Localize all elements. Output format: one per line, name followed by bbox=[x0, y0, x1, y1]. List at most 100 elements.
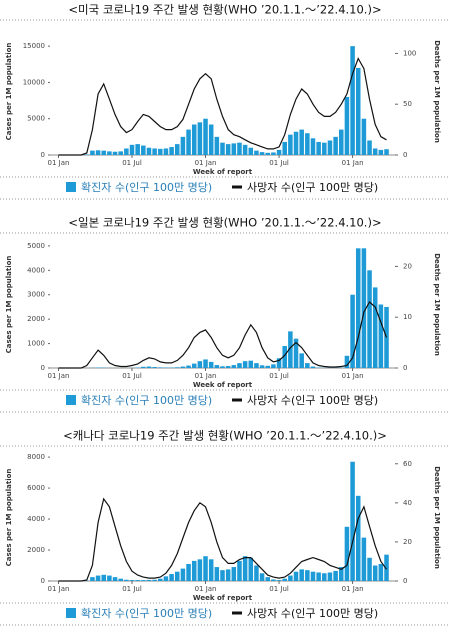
bar bbox=[163, 576, 169, 581]
bar bbox=[254, 150, 259, 155]
bar bbox=[276, 149, 282, 155]
x-tick-label: 01 Jul bbox=[122, 585, 142, 593]
bar bbox=[237, 363, 242, 368]
x-tick-label: 01 Jan bbox=[48, 159, 70, 167]
y-tick-label: 5000 bbox=[27, 242, 45, 250]
bar bbox=[146, 579, 152, 581]
y2-axis-title: Deaths per 1M population bbox=[433, 40, 441, 143]
bar bbox=[101, 150, 106, 155]
legend-swatch bbox=[232, 611, 242, 615]
y-tick-label: 6000 bbox=[27, 484, 45, 492]
bar bbox=[322, 573, 327, 581]
bar bbox=[305, 570, 310, 581]
bar bbox=[344, 355, 350, 368]
bar bbox=[265, 152, 271, 155]
bar bbox=[282, 141, 287, 155]
bar bbox=[344, 96, 350, 155]
bar bbox=[197, 559, 203, 581]
bar bbox=[101, 574, 106, 581]
bar bbox=[305, 363, 310, 368]
bar bbox=[361, 537, 367, 581]
bar bbox=[282, 578, 287, 581]
bar bbox=[225, 366, 231, 368]
y-tick-label: 4000 bbox=[27, 515, 45, 523]
bar bbox=[282, 346, 287, 368]
bar bbox=[355, 248, 361, 368]
bar bbox=[180, 366, 186, 368]
bar bbox=[327, 572, 333, 581]
x-tick-label: 01 Jan bbox=[342, 585, 364, 593]
bar bbox=[158, 578, 163, 581]
bar bbox=[299, 353, 304, 368]
x-tick-label: 01 Jul bbox=[122, 159, 142, 167]
bar bbox=[107, 151, 112, 155]
bar bbox=[378, 149, 384, 155]
y2-axis-title: Deaths per 1M population bbox=[433, 466, 441, 569]
bar bbox=[191, 124, 197, 155]
bar bbox=[220, 570, 225, 581]
y-tick-label: 0 bbox=[41, 151, 45, 159]
bar bbox=[361, 248, 367, 368]
bar bbox=[186, 129, 191, 155]
bar bbox=[333, 136, 338, 155]
bar bbox=[254, 363, 259, 368]
bar bbox=[339, 567, 344, 581]
y2-tick-label: 0 bbox=[403, 364, 407, 372]
bar bbox=[220, 366, 225, 368]
bar bbox=[203, 118, 208, 155]
bar bbox=[180, 136, 186, 155]
bar bbox=[158, 148, 163, 155]
bar bbox=[339, 129, 344, 155]
y-tick-label: 1000 bbox=[27, 340, 45, 348]
bar bbox=[152, 367, 157, 368]
bar bbox=[372, 148, 378, 155]
bar bbox=[372, 565, 378, 581]
bar bbox=[310, 138, 316, 155]
bar bbox=[276, 580, 282, 581]
bar bbox=[310, 571, 316, 581]
y-tick-label: 2000 bbox=[27, 315, 45, 323]
bar bbox=[265, 365, 271, 368]
bar bbox=[242, 144, 248, 155]
x-tick-label: 01 Jan bbox=[195, 159, 217, 167]
bar bbox=[90, 577, 95, 581]
line bbox=[58, 57, 387, 156]
bar bbox=[180, 568, 186, 581]
bar bbox=[158, 367, 163, 368]
bar bbox=[237, 142, 242, 155]
line bbox=[58, 301, 388, 369]
bar bbox=[327, 140, 333, 155]
y-tick-label: 3000 bbox=[27, 291, 45, 299]
y-tick-label: 15000 bbox=[23, 42, 45, 50]
bar bbox=[129, 580, 135, 581]
bar bbox=[112, 577, 118, 581]
bar bbox=[271, 152, 276, 155]
bar bbox=[163, 148, 169, 155]
bar bbox=[333, 570, 338, 581]
bar bbox=[197, 361, 203, 368]
y2-tick-label: 20 bbox=[403, 262, 412, 270]
bar bbox=[225, 569, 231, 581]
y2-tick-label: 100 bbox=[403, 49, 416, 57]
bar bbox=[84, 154, 90, 155]
bar bbox=[248, 557, 254, 581]
bar bbox=[242, 361, 248, 368]
x-tick-label: 01 Jan bbox=[195, 372, 217, 380]
bar bbox=[135, 144, 140, 155]
bar bbox=[152, 579, 157, 581]
bar bbox=[271, 364, 276, 368]
bar bbox=[350, 294, 355, 368]
bar bbox=[378, 304, 384, 368]
bar bbox=[174, 571, 180, 581]
bar bbox=[107, 575, 112, 581]
bar bbox=[129, 144, 135, 155]
legend-label: 사망자 수(인구 100만 명당) bbox=[247, 181, 378, 194]
bar bbox=[214, 365, 220, 368]
bar bbox=[191, 560, 197, 581]
bar bbox=[169, 574, 174, 581]
y-tick-label: 5000 bbox=[27, 115, 45, 123]
bar bbox=[322, 142, 327, 155]
bar bbox=[191, 363, 197, 368]
legend-swatch bbox=[66, 395, 76, 405]
chart-panel: <일본 코로나19 주간 발생 현황(WHO ’20.1.1.～’22.4.10… bbox=[0, 216, 450, 413]
